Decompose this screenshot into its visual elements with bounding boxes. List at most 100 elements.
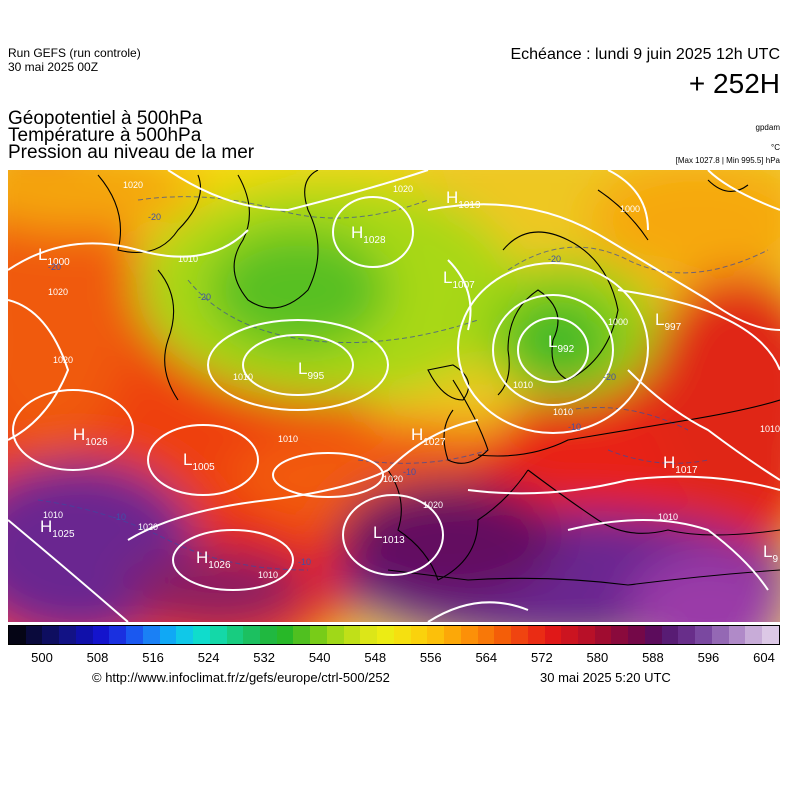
color-scale-swatch <box>577 626 595 644</box>
color-scale-swatch <box>410 626 428 644</box>
isobar-label: 1010 <box>258 570 278 580</box>
low-pressure-center: L1005 <box>183 450 215 473</box>
color-scale-swatch <box>728 626 746 644</box>
isobar-label: 1010 <box>233 372 253 382</box>
isobar-label: 1020 <box>138 522 158 532</box>
color-scale-swatch <box>611 626 629 644</box>
color-scale-tick-label: 516 <box>142 650 164 665</box>
unit-gpdam: gpdam <box>755 123 780 132</box>
run-model: Run GEFS (run controle) <box>8 46 141 60</box>
title-pressure: Pression au niveau de la mer <box>8 142 255 163</box>
color-scale-tick-label: 564 <box>475 650 498 665</box>
low-pressure-center: L997 <box>655 310 682 333</box>
color-scale-swatch <box>226 626 244 644</box>
color-scale-swatch <box>42 626 60 644</box>
isobar-label: 1020 <box>53 355 73 365</box>
high-pressure-center: H1017 <box>663 453 698 476</box>
temperature-isotherms <box>37 196 769 571</box>
isobar-label: 1000 <box>620 204 640 214</box>
color-scale-swatch <box>326 626 344 644</box>
color-scale-tick-label: 508 <box>86 650 109 665</box>
forecast-valid-time: Echéance : lundi 9 juin 2025 12h UTC <box>510 46 780 63</box>
isotherm-label: -20 <box>603 372 616 382</box>
high-pressure-center: H1027 <box>411 425 446 448</box>
isobar-label: 1010 <box>658 512 678 522</box>
isobar-label: 1020 <box>123 180 143 190</box>
color-scale-swatch <box>92 626 110 644</box>
color-scale-swatch <box>377 626 394 644</box>
title-geopotential: Géopotentiel à 500hPa <box>8 108 203 129</box>
color-scale-tick-label: 540 <box>308 650 331 665</box>
color-scale-tick-label: 572 <box>530 650 553 665</box>
high-pressure-center: H1026 <box>73 425 108 448</box>
temperature-labels: -20 -20 -20 -10 -10 -10 -20 -20 -10 <box>48 212 616 567</box>
isobar-label: 1020 <box>393 184 413 194</box>
color-scale-swatch <box>209 626 227 644</box>
color-scale-swatch <box>644 626 662 644</box>
isobar-label: 1020 <box>423 500 443 510</box>
color-scale-swatch <box>310 626 327 644</box>
color-scale-swatch <box>762 626 779 644</box>
color-scale-swatch <box>477 626 495 644</box>
forecast-lead-hours: + 252H <box>688 68 780 99</box>
geopotential-field <box>8 170 780 622</box>
isotherm-label: -20 <box>148 212 161 222</box>
color-scale-tick-label: 500 <box>31 650 53 665</box>
color-scale-tick-label: 532 <box>253 650 275 665</box>
color-scale-swatch <box>193 626 210 644</box>
title-temperature: Température à 500hPa <box>8 125 202 146</box>
isotherm-label: -10 <box>568 422 581 432</box>
color-scale-swatch <box>745 626 763 644</box>
color-scale-swatch <box>243 626 261 644</box>
isobar-label: 1020 <box>48 287 68 297</box>
run-date: 30 mai 2025 00Z <box>8 60 99 74</box>
color-scale-swatch <box>260 626 277 644</box>
weather-map: L1000 H1028 H1019 L1007 L995 L992 L997 H1026 L10… <box>8 170 780 622</box>
color-scale-swatch <box>126 626 143 644</box>
color-scale-swatch <box>444 626 461 644</box>
low-pressure-center: L995 <box>298 359 325 382</box>
color-scale-swatch <box>460 626 478 644</box>
unit-celsius: °C <box>771 143 780 152</box>
generation-time: 30 mai 2025 5:20 UTC <box>540 670 671 685</box>
color-scale-tick-label: 604 <box>753 650 775 665</box>
isotherm-label: -10 <box>298 557 311 567</box>
isobars <box>8 170 780 622</box>
isobar-label: 1010 <box>513 380 533 390</box>
color-scale-swatch <box>276 626 294 644</box>
color-scale-swatch <box>527 626 545 644</box>
color-scale-swatch <box>695 626 712 644</box>
color-scale-swatch <box>176 626 194 644</box>
color-scale-swatch <box>343 626 361 644</box>
color-scale-swatch <box>159 626 177 644</box>
color-scale-tick-label: 556 <box>419 650 442 665</box>
coastlines <box>97 170 780 586</box>
color-scale-ticks: 500 508 516 524 532 540 548 556 564 572 580 588 596 6… <box>8 650 780 666</box>
low-pressure-center: L1013 <box>373 523 405 546</box>
run-info: Run GEFS (run controle) 30 mai 2025 00Z <box>8 46 141 74</box>
isotherm-label: -20 <box>48 262 61 272</box>
isobar-label: 1020 <box>383 474 403 484</box>
color-scale-swatch <box>9 626 26 644</box>
isobar-label: 1010 <box>278 434 298 444</box>
color-scale-swatch <box>494 626 512 644</box>
color-scale-swatch <box>628 626 645 644</box>
color-scale-swatch <box>678 626 696 644</box>
isotherm-label: -10 <box>403 467 416 477</box>
isobar-label: 1010 <box>553 407 573 417</box>
isobar-label: 1000 <box>608 317 628 327</box>
color-scale-swatch <box>561 626 578 644</box>
color-scale-tick-label: 580 <box>586 650 609 665</box>
color-scale-swatch <box>594 626 612 644</box>
low-pressure-center: L1007 <box>443 268 475 291</box>
color-scale-swatch <box>544 626 562 644</box>
color-scale-swatch <box>393 626 411 644</box>
color-scale-tick-label: 548 <box>364 650 387 665</box>
low-pressure-center: L1000 <box>38 245 70 268</box>
isotherm-label: -20 <box>548 254 561 264</box>
color-scale-tick-label: 588 <box>642 650 664 665</box>
low-pressure-center: L992 <box>548 332 575 355</box>
color-scale-swatch <box>25 626 43 644</box>
color-scale-swatch <box>661 626 679 644</box>
color-scale-swatch <box>293 626 311 644</box>
